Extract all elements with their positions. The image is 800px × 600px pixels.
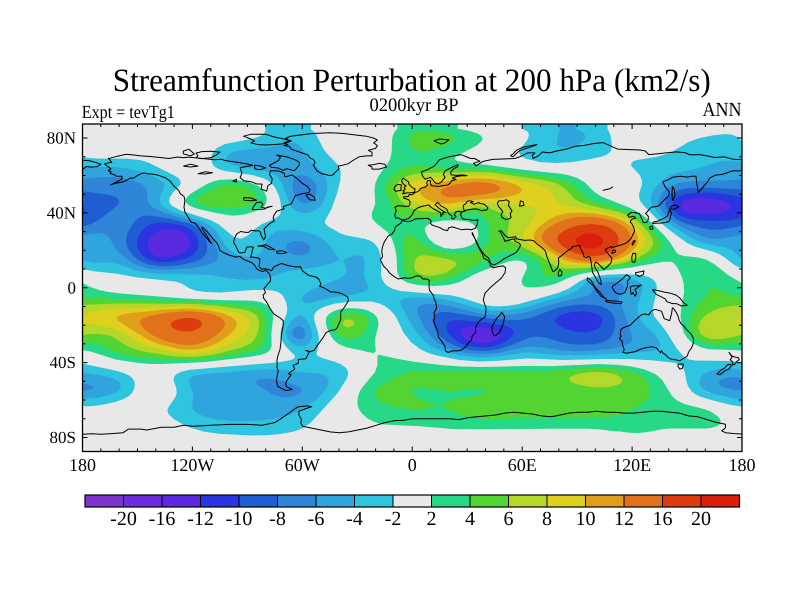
svg-text:180: 180 — [729, 455, 756, 475]
svg-text:120W: 120W — [170, 455, 214, 475]
svg-text:16: 16 — [653, 508, 673, 530]
svg-text:0200kyr BP: 0200kyr BP — [370, 95, 459, 116]
svg-text:-2: -2 — [385, 508, 402, 530]
svg-text:-6: -6 — [308, 508, 325, 530]
svg-text:40S: 40S — [50, 353, 76, 372]
svg-text:60W: 60W — [285, 455, 320, 475]
svg-text:-4: -4 — [346, 508, 363, 530]
svg-text:8: 8 — [542, 508, 552, 530]
svg-text:Expt = tevTg1: Expt = tevTg1 — [82, 103, 175, 123]
svg-text:180: 180 — [69, 455, 96, 475]
svg-text:80N: 80N — [47, 129, 76, 148]
svg-text:ANN: ANN — [703, 99, 742, 121]
svg-text:0: 0 — [408, 455, 417, 475]
svg-text:-12: -12 — [187, 508, 214, 530]
svg-text:2: 2 — [427, 508, 437, 530]
svg-text:0: 0 — [68, 278, 77, 297]
svg-text:-16: -16 — [149, 508, 176, 530]
svg-text:20: 20 — [691, 508, 711, 530]
svg-text:80S: 80S — [50, 428, 76, 447]
svg-text:10: 10 — [576, 508, 596, 530]
svg-text:12: 12 — [614, 508, 634, 530]
svg-text:-10: -10 — [226, 508, 253, 530]
svg-text:-20: -20 — [110, 508, 137, 530]
svg-text:4: 4 — [465, 508, 475, 530]
svg-text:60E: 60E — [508, 455, 537, 475]
svg-text:-8: -8 — [269, 508, 286, 530]
svg-text:Streamfunction Perturbation at: Streamfunction Perturbation at 200 hPa (… — [113, 63, 711, 99]
svg-text:120E: 120E — [613, 455, 651, 475]
svg-text:6: 6 — [504, 508, 514, 530]
svg-text:40N: 40N — [47, 204, 76, 223]
